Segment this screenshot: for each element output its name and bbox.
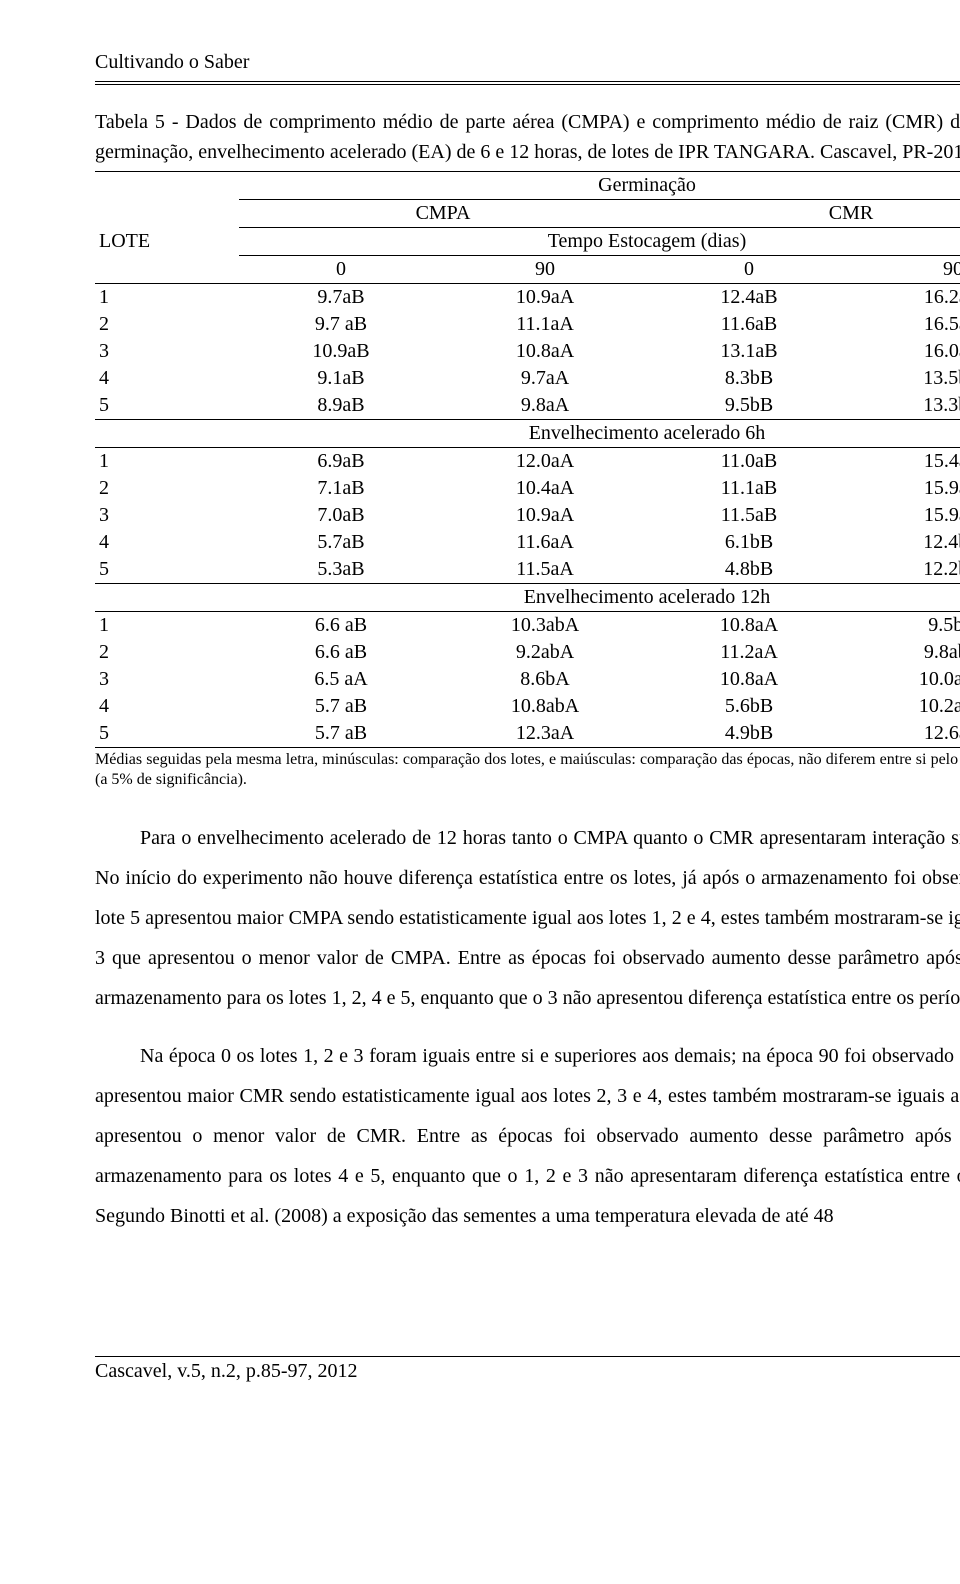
time-0b: 0 <box>647 255 851 283</box>
table-row: 3 10.9aB 10.8aA 13.1aB 16.0aA <box>95 338 960 365</box>
table-row: 5 5.3aB 11.5aA 4.8bB 12.2bA <box>95 556 960 584</box>
table-row: 3 7.0aB 10.9aA 11.5aB 15.9aA <box>95 502 960 529</box>
table-row: 5 8.9aB 9.8aA 9.5bB 13.3bA <box>95 392 960 420</box>
time-0a: 0 <box>239 255 443 283</box>
section3-title: Envelhecimento acelerado 12h <box>239 583 960 611</box>
table-row: 4 5.7aB 11.6aA 6.1bB 12.4bA <box>95 529 960 556</box>
table-row: 1 6.6 aB 10.3abA 10.8aA 9.5bA <box>95 611 960 639</box>
footer-citation: Cascavel, v.5, n.2, p.85-97, 2012 <box>95 1359 960 1384</box>
paragraph-2: Na época 0 os lotes 1, 2 e 3 foram iguai… <box>95 1036 960 1236</box>
col-tempo: Tempo Estocagem (dias) <box>239 227 960 255</box>
section2-title: Envelhecimento acelerado 6h <box>239 419 960 447</box>
time-90b: 90 <box>851 255 960 283</box>
super-header: Germinação <box>239 171 960 199</box>
col-cmpa: CMPA <box>239 199 647 227</box>
col-cmr: CMR <box>647 199 960 227</box>
col-lote: LOTE <box>95 227 239 255</box>
table-row: 4 5.7 aB 10.8abA 5.6bB 10.2abA <box>95 693 960 720</box>
table-row: 1 9.7aB 10.9aA 12.4aB 16.2aA <box>95 283 960 311</box>
table-footnote: Médias seguidas pela mesma letra, minúsc… <box>95 750 960 790</box>
table-row: 2 7.1aB 10.4aA 11.1aB 15.9aA <box>95 475 960 502</box>
header-rule-top <box>95 81 960 82</box>
running-head-left: Cultivando o Saber <box>95 50 249 75</box>
running-head: Cultivando o Saber 95 <box>95 50 960 75</box>
table-row: 2 9.7 aB 11.1aA 11.6aB 16.5aA <box>95 311 960 338</box>
data-table: Germinação CMPA CMR LOTE Tempo Estocagem… <box>95 171 960 748</box>
time-90a: 90 <box>443 255 647 283</box>
body-text: Para o envelhecimento acelerado de 12 ho… <box>95 818 960 1236</box>
table-caption: Tabela 5 - Dados de comprimento médio de… <box>95 107 960 167</box>
header-rule-bottom <box>95 84 960 85</box>
table-row: 2 6.6 aB 9.2abA 11.2aA 9.8abA <box>95 639 960 666</box>
table-row: 5 5.7 aB 12.3aA 4.9bB 12.6aA <box>95 720 960 748</box>
footer-rule <box>95 1356 960 1357</box>
table-row: 4 9.1aB 9.7aA 8.3bB 13.5bA <box>95 365 960 392</box>
paragraph-1: Para o envelhecimento acelerado de 12 ho… <box>95 818 960 1018</box>
table-row: 3 6.5 aA 8.6bA 10.8aA 10.0abA <box>95 666 960 693</box>
table-row: 1 6.9aB 12.0aA 11.0aB 15.4aA <box>95 447 960 475</box>
